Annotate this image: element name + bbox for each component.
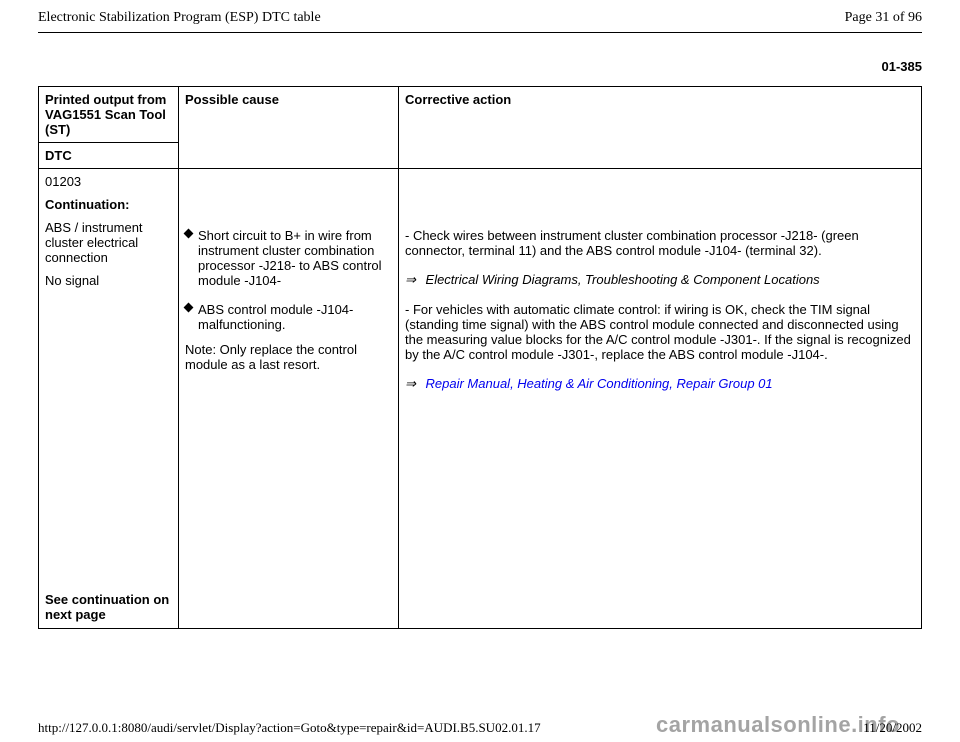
action-2: - For vehicles with automatic climate co… <box>405 302 915 362</box>
table-body-row: 01203 Continuation: ABS / instrument clu… <box>39 169 922 629</box>
cause-note: Note: Only replace the control module as… <box>185 342 392 372</box>
col2-body: Short circuit to B+ in wire from instrum… <box>179 169 399 629</box>
arrow-icon: ⇒ <box>405 376 416 392</box>
col1-body: 01203 Continuation: ABS / instrument clu… <box>39 169 179 629</box>
page-number: Page 31 of 96 <box>845 10 922 26</box>
page-code: 01-385 <box>38 59 922 74</box>
dtc-table: Printed output from VAG1551 Scan Tool (S… <box>38 86 922 629</box>
col2-header: Possible cause <box>179 87 399 169</box>
col1-header-top: Printed output from VAG1551 Scan Tool (S… <box>39 87 179 143</box>
footer-url: http://127.0.0.1:8080/audi/servlet/Displ… <box>38 720 541 736</box>
table-header-row: Printed output from VAG1551 Scan Tool (S… <box>39 87 922 143</box>
dtc-description-2: No signal <box>45 273 172 288</box>
page-header: Electronic Stabilization Program (ESP) D… <box>38 10 922 30</box>
doc-title: Electronic Stabilization Program (ESP) D… <box>38 10 321 26</box>
col3-header: Corrective action <box>399 87 922 169</box>
diamond-bullet-icon <box>184 229 194 239</box>
footer-date: 11/20/2002 <box>863 720 922 736</box>
col1-header-sub: DTC <box>39 143 179 169</box>
page-container: Electronic Stabilization Program (ESP) D… <box>0 0 960 629</box>
reference-1-text: Electrical Wiring Diagrams, Troubleshoot… <box>422 272 820 287</box>
reference-1: ⇒ Electrical Wiring Diagrams, Troublesho… <box>405 272 915 288</box>
dtc-code: 01203 <box>45 174 172 189</box>
cause-item-1: Short circuit to B+ in wire from instrum… <box>185 228 392 288</box>
dtc-description-1: ABS / instrument cluster electrical conn… <box>45 220 172 265</box>
diamond-bullet-icon <box>184 303 194 313</box>
cause-item-2: ABS control module -J104- malfunctioning… <box>185 302 392 332</box>
cause-1-text: Short circuit to B+ in wire from instrum… <box>198 228 392 288</box>
header-divider <box>38 32 922 33</box>
cause-2-text: ABS control module -J104- malfunctioning… <box>198 302 392 332</box>
page-footer: http://127.0.0.1:8080/audi/servlet/Displ… <box>38 720 922 736</box>
continuation-label: Continuation: <box>45 197 172 212</box>
arrow-icon: ⇒ <box>405 272 416 288</box>
reference-2: ⇒ Repair Manual, Heating & Air Condition… <box>405 376 915 392</box>
reference-2-link[interactable]: Repair Manual, Heating & Air Conditionin… <box>422 376 773 391</box>
col3-body: - Check wires between instrument cluster… <box>399 169 922 629</box>
see-continuation: See continuation on next page <box>45 592 172 622</box>
action-1: - Check wires between instrument cluster… <box>405 228 915 258</box>
